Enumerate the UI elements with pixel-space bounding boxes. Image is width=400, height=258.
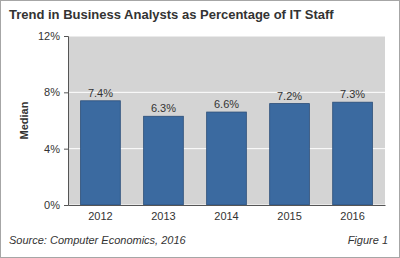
x-tick: 2012 [88,205,112,222]
plot: 7.4%6.3%6.6%7.2%7.3%0%4%8%12%20122013201… [38,30,386,222]
y-tick-mark [64,205,68,206]
x-tick: 2014 [214,205,238,222]
y-tick: 8% [44,86,68,98]
y-tick-label: 4% [44,143,60,155]
y-axis-title: Median [18,101,30,139]
data-label: 7.3% [340,88,365,100]
x-tick-label: 2014 [214,210,238,222]
grid [68,36,385,205]
data-label: 6.6% [214,98,239,110]
bar [81,101,121,205]
plot-background [68,36,385,205]
grid-line [68,92,385,93]
bar [144,116,184,205]
y-tick-mark [64,149,68,150]
data-label: 7.4% [88,87,113,99]
y-tick-label: 12% [38,30,60,42]
bar [333,102,373,205]
title: Trend in Business Analysts as Percentage… [9,7,334,22]
y-tick-label: 8% [44,86,60,98]
x-tick-label: 2016 [340,210,364,222]
data-label: 7.2% [277,90,302,102]
x-axis-line [69,205,386,206]
y-tick-mark [64,36,68,37]
x-tick: 2015 [277,205,301,222]
chart: Trend in Business Analysts as Percentage… [0,0,400,258]
x-tick-label: 2012 [88,210,112,222]
bar [207,112,247,205]
y-tick-label: 0% [44,199,60,211]
data-label: 6.3% [151,102,176,114]
bar [270,104,310,205]
y-axis: 0% 4% 8% 12% [38,30,69,211]
frame [1,1,400,258]
y-axis-line [64,37,69,206]
y-tick: 12% [38,30,68,42]
x-axis: 2012 2013 2014 2015 2016 [69,205,386,222]
bars [81,101,373,205]
annotation: Source: Computer Economics, 2016 [9,234,187,246]
x-tick: 2013 [151,205,175,222]
x-tick: 2016 [340,205,364,222]
x-tick-label: 2015 [277,210,301,222]
y-tick: 0% [44,199,68,211]
x-tick-label: 2013 [151,210,175,222]
annotation: Figure 1 [348,234,388,246]
data-labels: 7.4% 6.3% 6.6% 7.2% 7.3% [88,87,365,114]
y-tick-mark [64,92,68,93]
y-tick: 4% [44,143,68,155]
grid-line [68,36,385,37]
